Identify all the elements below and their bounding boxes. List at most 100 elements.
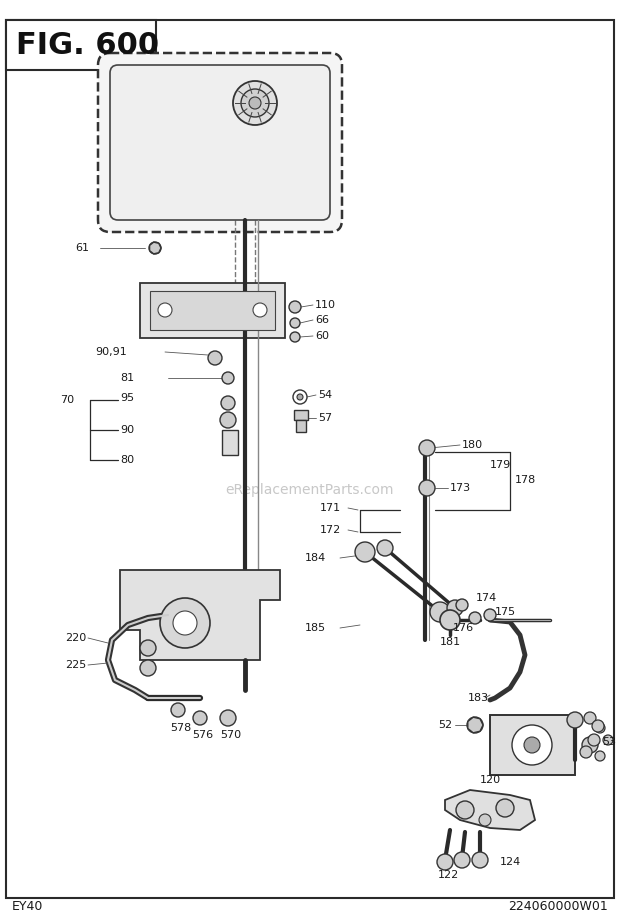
Text: 176: 176: [453, 623, 474, 633]
Text: 173: 173: [450, 483, 471, 493]
Text: 184: 184: [305, 553, 326, 563]
Text: 122: 122: [437, 870, 459, 880]
Circle shape: [447, 600, 463, 616]
Circle shape: [140, 660, 156, 676]
Text: 175: 175: [495, 607, 516, 617]
Circle shape: [456, 599, 468, 611]
Circle shape: [456, 801, 474, 819]
Circle shape: [603, 735, 613, 745]
Circle shape: [220, 710, 236, 726]
Text: 570: 570: [220, 730, 241, 740]
Text: 54: 54: [318, 390, 332, 400]
Text: 53: 53: [602, 737, 616, 747]
Circle shape: [355, 542, 375, 562]
Circle shape: [496, 799, 514, 817]
Circle shape: [140, 640, 156, 656]
Bar: [222, 430, 238, 455]
Circle shape: [290, 318, 300, 328]
Circle shape: [220, 412, 236, 428]
Text: 120: 120: [479, 775, 500, 785]
Text: 95: 95: [120, 393, 134, 403]
Text: FIG. 600: FIG. 600: [16, 31, 159, 61]
Circle shape: [469, 612, 481, 624]
Text: 181: 181: [440, 637, 461, 647]
Circle shape: [158, 303, 172, 317]
Text: 90: 90: [120, 425, 134, 435]
Circle shape: [419, 480, 435, 496]
Text: 90,91: 90,91: [95, 347, 126, 357]
Circle shape: [582, 737, 598, 753]
Text: 224060000W01: 224060000W01: [508, 900, 608, 913]
Circle shape: [437, 854, 453, 870]
Text: 171: 171: [320, 503, 341, 513]
FancyBboxPatch shape: [110, 65, 330, 220]
Circle shape: [293, 390, 307, 404]
Circle shape: [584, 712, 596, 724]
Circle shape: [588, 734, 600, 746]
Circle shape: [467, 717, 483, 733]
Text: 578: 578: [170, 723, 191, 733]
Text: 178: 178: [515, 475, 536, 485]
Text: 124: 124: [500, 857, 521, 867]
Circle shape: [454, 852, 470, 868]
Circle shape: [149, 242, 161, 254]
Text: 183: 183: [468, 693, 489, 703]
Text: 70: 70: [60, 395, 74, 405]
Bar: [294, 410, 308, 420]
Circle shape: [595, 723, 605, 733]
Bar: [140, 283, 285, 338]
Bar: [490, 715, 575, 775]
Text: 61: 61: [75, 243, 89, 253]
Circle shape: [512, 725, 552, 765]
Text: 66: 66: [315, 315, 329, 325]
Bar: [296, 420, 306, 432]
Text: 576: 576: [192, 730, 213, 740]
Circle shape: [160, 598, 210, 648]
Circle shape: [171, 703, 185, 717]
Text: 57: 57: [318, 413, 332, 423]
Circle shape: [567, 712, 583, 728]
Circle shape: [484, 609, 496, 621]
Text: 80: 80: [120, 455, 134, 465]
Circle shape: [290, 332, 300, 342]
Circle shape: [241, 89, 269, 117]
Text: 172: 172: [320, 525, 341, 535]
Polygon shape: [120, 570, 280, 660]
Circle shape: [221, 396, 235, 410]
Circle shape: [377, 540, 393, 556]
Circle shape: [253, 303, 267, 317]
Circle shape: [472, 852, 488, 868]
Text: 60: 60: [315, 331, 329, 341]
Polygon shape: [468, 717, 483, 733]
Circle shape: [580, 746, 592, 758]
Text: 81: 81: [120, 373, 134, 383]
FancyBboxPatch shape: [98, 53, 342, 232]
Circle shape: [419, 440, 435, 456]
Text: 185: 185: [305, 623, 326, 633]
Circle shape: [524, 737, 540, 753]
Text: 220: 220: [65, 633, 86, 643]
Circle shape: [289, 301, 301, 313]
Text: eReplacementParts.com: eReplacementParts.com: [226, 483, 394, 497]
Circle shape: [440, 610, 460, 630]
Circle shape: [222, 372, 234, 384]
Text: 110: 110: [315, 300, 336, 310]
Polygon shape: [445, 790, 535, 830]
Text: 225: 225: [65, 660, 86, 670]
Text: 174: 174: [476, 593, 497, 603]
Circle shape: [249, 97, 261, 109]
Text: EY40: EY40: [12, 900, 43, 913]
Bar: [150, 291, 275, 330]
Text: 180: 180: [462, 440, 483, 450]
Bar: [6, 20, 156, 70]
Text: 52: 52: [438, 720, 452, 730]
Text: 179: 179: [490, 460, 511, 470]
Circle shape: [479, 814, 491, 826]
Circle shape: [430, 602, 450, 622]
Circle shape: [592, 720, 604, 732]
Circle shape: [173, 611, 197, 635]
Circle shape: [297, 394, 303, 400]
Circle shape: [233, 81, 277, 125]
Circle shape: [208, 351, 222, 365]
Polygon shape: [149, 242, 161, 254]
